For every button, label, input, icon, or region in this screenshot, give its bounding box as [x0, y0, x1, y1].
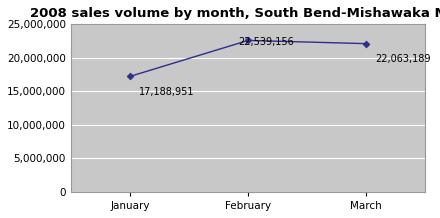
- Text: 17,188,951: 17,188,951: [139, 87, 195, 97]
- Title: 2008 sales volume by month, South Bend-Mishawaka MLS: 2008 sales volume by month, South Bend-M…: [30, 7, 440, 20]
- Text: 22,063,189: 22,063,189: [376, 54, 431, 64]
- Text: 22,539,156: 22,539,156: [238, 37, 294, 47]
